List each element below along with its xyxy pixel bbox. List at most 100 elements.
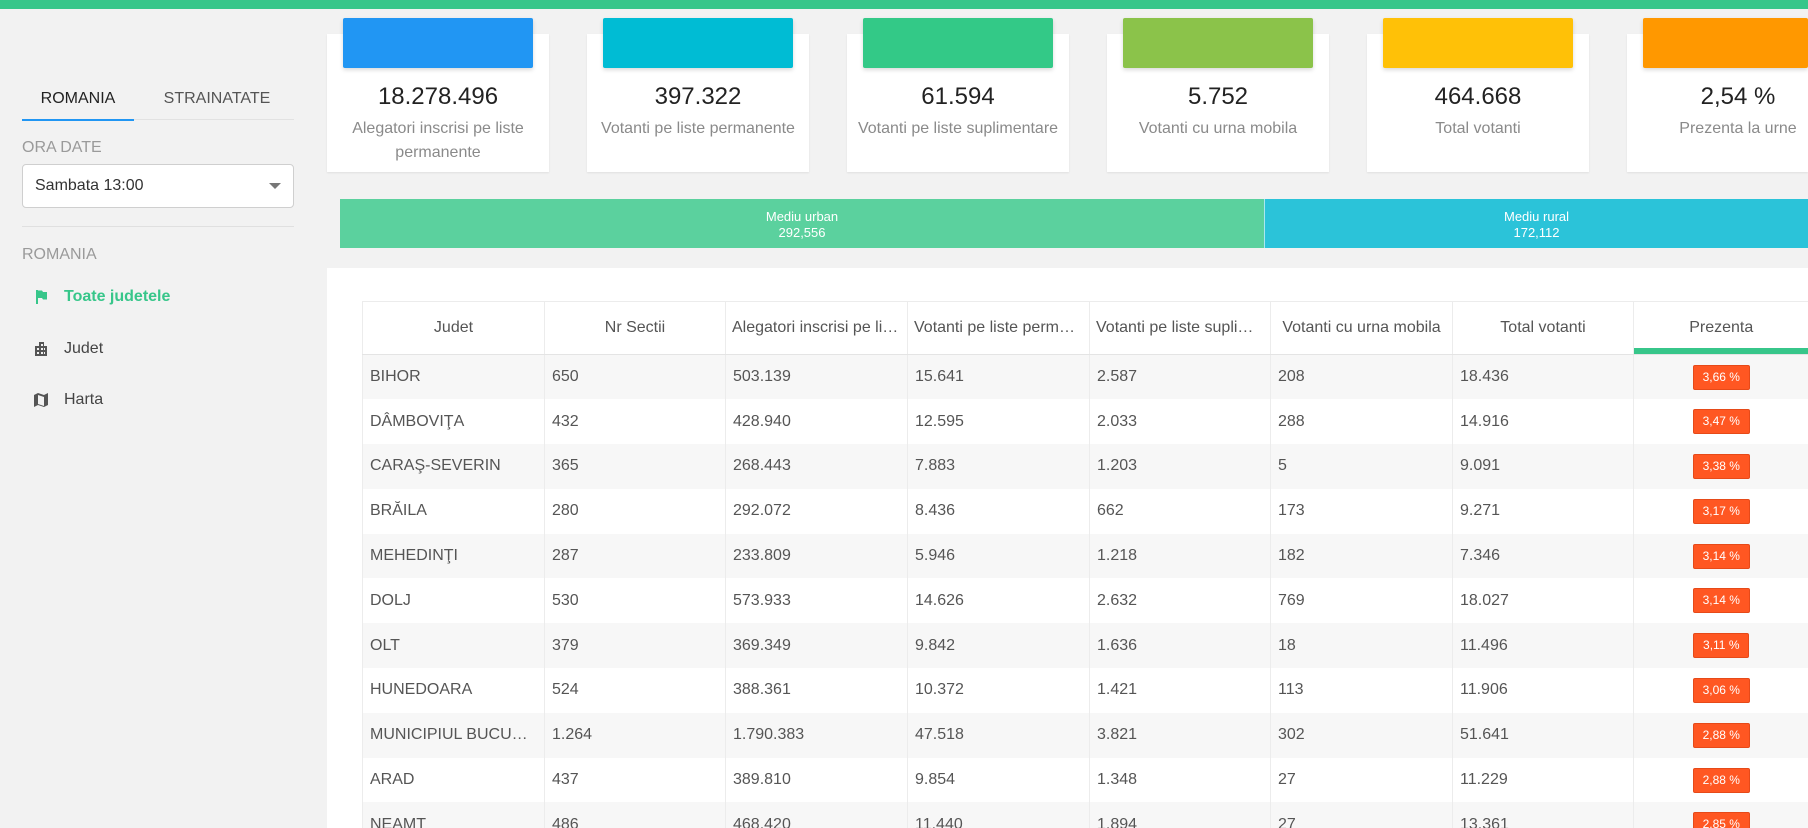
tab-romania[interactable]: ROMANIA — [22, 71, 134, 121]
col-header-judet[interactable]: Judet — [362, 301, 545, 355]
cell-urna-mobila: 288 — [1270, 399, 1453, 445]
table-row: DOLJ 530 573.933 14.626 2.632 769 18.027 3,14 % — [362, 578, 1808, 624]
flag-icon — [32, 288, 50, 306]
cell-alegatori: 428.940 — [725, 399, 908, 445]
top-accent-bar — [0, 0, 1808, 9]
table-header-row: Judet Nr Sectii Alegatori inscrisi pe li… — [362, 301, 1808, 355]
cell-prezenta: 3,17 % — [1633, 488, 1808, 534]
prezenta-badge: 3,47 % — [1692, 409, 1750, 435]
cell-judet: OLT — [362, 623, 545, 669]
prezenta-badge: 3,06 % — [1692, 677, 1750, 703]
col-header-nr-sectii[interactable]: Nr Sectii — [544, 301, 726, 355]
cell-votanti-permanente: 11.440 — [907, 802, 1090, 828]
cell-total-votanti: 9.271 — [1452, 488, 1634, 534]
col-header-alegatori[interactable]: Alegatori inscrisi pe liste permanente — [725, 301, 908, 355]
ora-date-select[interactable]: Sambata 13:00 — [22, 164, 294, 208]
chevron-down-icon — [269, 183, 281, 189]
cell-alegatori: 233.809 — [725, 533, 908, 579]
cell-total-votanti: 51.641 — [1452, 712, 1634, 758]
cell-votanti-suplimentare: 1.348 — [1089, 757, 1271, 803]
cell-total-votanti: 9.091 — [1452, 444, 1634, 489]
cell-prezenta: 2,88 % — [1633, 712, 1808, 758]
card-color-block — [603, 18, 793, 68]
cell-votanti-suplimentare: 1.636 — [1089, 623, 1271, 669]
cell-total-votanti: 11.229 — [1452, 757, 1634, 803]
cell-alegatori: 503.139 — [725, 354, 908, 400]
stat-label: Votanti pe liste permanente — [601, 120, 795, 137]
cell-total-votanti: 18.436 — [1452, 354, 1634, 400]
nav-item-toate-judetele[interactable]: Toate judetele — [32, 284, 170, 310]
urban-value: 292,556 — [778, 225, 826, 240]
cell-prezenta: 3,14 % — [1633, 533, 1808, 579]
cell-alegatori: 388.361 — [725, 668, 908, 713]
nav-item-harta[interactable]: Harta — [32, 387, 103, 413]
sidebar-divider — [22, 226, 294, 227]
stat-card-alegatori: 18.278.496 Alegatori inscrisi pe liste p… — [327, 18, 549, 172]
stat-card-votanti-permanente: 397.322 Votanti pe liste permanente — [587, 18, 809, 172]
cell-votanti-suplimentare: 2.632 — [1089, 578, 1271, 624]
cell-judet: MUNICIPIUL BUCUREŞTI — [362, 712, 545, 758]
stat-card-total-votanti: 464.668 Total votanti — [1367, 18, 1589, 172]
table-row: MEHEDINŢI 287 233.809 5.946 1.218 182 7.346 3,1… — [362, 533, 1808, 579]
cell-judet: ARAD — [362, 757, 545, 803]
cell-votanti-permanente: 9.842 — [907, 623, 1090, 669]
cell-total-votanti: 13.361 — [1452, 802, 1634, 828]
nav-item-label: Judet — [64, 340, 104, 357]
nav-item-label: Harta — [64, 391, 104, 408]
cell-total-votanti: 11.496 — [1452, 623, 1634, 669]
cell-prezenta: 2,88 % — [1633, 757, 1808, 803]
cell-votanti-permanente: 14.626 — [907, 578, 1090, 624]
ora-date-label: ORA DATE — [22, 139, 102, 156]
stat-value: 18.278.496 — [377, 83, 499, 110]
prezenta-badge: 3,14 % — [1692, 543, 1750, 569]
cell-prezenta: 3,06 % — [1633, 668, 1808, 713]
prezenta-badge: 2,88 % — [1692, 722, 1750, 748]
cell-urna-mobila: 27 — [1270, 757, 1453, 803]
prezenta-badge: 3,17 % — [1692, 498, 1750, 524]
cell-nr-sectii: 365 — [544, 444, 726, 489]
cell-alegatori: 573.933 — [725, 578, 908, 624]
cell-nr-sectii: 432 — [544, 399, 726, 445]
col-header-total-votanti[interactable]: Total votanti — [1452, 301, 1634, 355]
cell-votanti-suplimentare: 662 — [1089, 488, 1271, 534]
table-row: NEAMT 486 468.420 11.440 1.894 27 13.361 2,85 % — [362, 802, 1808, 828]
table-row: OLT 379 369.349 9.842 1.636 18 11.496 3,11 % — [362, 623, 1808, 669]
cell-nr-sectii: 379 — [544, 623, 726, 669]
table-row: BRĂILA 280 292.072 8.436 662 173 9.271 3,17 % — [362, 488, 1808, 534]
stat-value: 397.322 — [654, 83, 742, 110]
col-header-votanti-permanente[interactable]: Votanti pe liste permanente — [907, 301, 1090, 355]
cell-votanti-permanente: 5.946 — [907, 533, 1090, 579]
stat-value: 5.752 — [1187, 83, 1249, 110]
cell-votanti-suplimentare: 2.587 — [1089, 354, 1271, 400]
stat-label: Votanti cu urna mobila — [1138, 120, 1298, 137]
card-color-block — [1383, 18, 1573, 68]
col-header-urna-mobila[interactable]: Votanti cu urna mobila — [1270, 301, 1453, 355]
stat-value: 2,54 % — [1700, 83, 1776, 110]
table-row: CARAŞ-SEVERIN 365 268.443 7.883 1.203 5 9.091 3… — [362, 444, 1808, 489]
cell-judet: HUNEDOARA — [362, 668, 545, 713]
map-icon — [32, 391, 50, 409]
col-header-votanti-suplimentare[interactable]: Votanti pe liste suplimentare — [1089, 301, 1271, 355]
building-icon — [32, 340, 50, 358]
cell-total-votanti: 7.346 — [1452, 533, 1634, 579]
card-color-block — [1123, 18, 1313, 68]
prezenta-badge: 3,14 % — [1692, 588, 1750, 614]
cell-judet: NEAMT — [362, 802, 545, 828]
cell-judet: BRĂILA — [362, 488, 545, 534]
rural-label: Mediu rural — [1503, 209, 1570, 224]
cell-votanti-permanente: 15.641 — [907, 354, 1090, 400]
nav-item-judet[interactable]: Judet — [32, 336, 103, 362]
prezenta-badge: 3,38 % — [1692, 453, 1750, 479]
cell-votanti-permanente: 47.518 — [907, 712, 1090, 758]
sidebar: ROMANIA STRAINATATE ORA DATE Sambata 13:… — [0, 9, 318, 828]
ora-date-value: Sambata 13:00 — [35, 177, 144, 194]
tab-strainatate[interactable]: STRAINATATE — [163, 90, 271, 107]
col-header-prezenta[interactable]: Prezenta — [1633, 301, 1808, 355]
cell-urna-mobila: 769 — [1270, 578, 1453, 624]
cell-prezenta: 3,38 % — [1633, 444, 1808, 489]
cell-urna-mobila: 113 — [1270, 668, 1453, 713]
stat-card-votanti-suplimentare: 61.594 Votanti pe liste suplimentare — [847, 18, 1069, 172]
cell-urna-mobila: 27 — [1270, 802, 1453, 828]
cell-total-votanti: 11.906 — [1452, 668, 1634, 713]
cell-votanti-permanente: 7.883 — [907, 444, 1090, 489]
